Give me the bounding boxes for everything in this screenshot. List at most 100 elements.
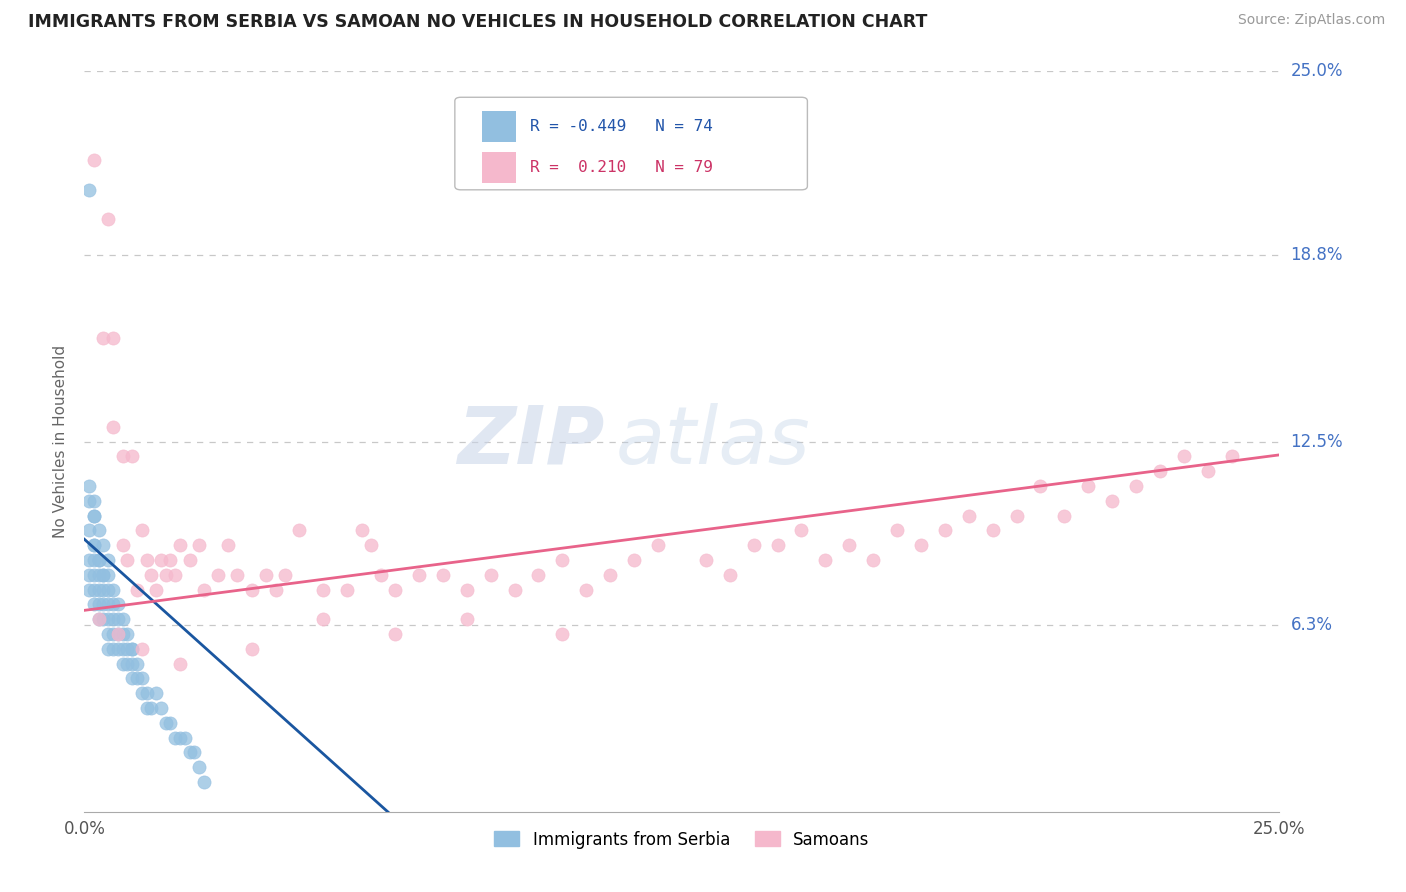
Point [226,567,249,582]
Point [83,493,105,508]
Point [135,701,157,715]
Point [141,567,163,582]
Point [1220,450,1243,464]
Point [97,598,120,612]
Point [1101,493,1123,508]
Point [240,582,263,597]
Point [117,553,139,567]
Point [169,538,191,552]
Point [97,627,120,641]
Point [1149,464,1171,478]
Point [288,524,311,538]
Point [77,493,100,508]
Point [456,612,478,626]
Text: R =  0.210   N = 79: R = 0.210 N = 79 [530,160,713,175]
Point [149,701,172,715]
Point [384,627,406,641]
Point [814,553,837,567]
Point [107,641,129,656]
Point [886,524,908,538]
Point [1053,508,1076,523]
Point [111,641,134,656]
Point [121,641,143,656]
Text: R = -0.449   N = 74: R = -0.449 N = 74 [530,119,713,134]
Point [408,567,430,582]
Point [87,612,110,626]
Point [141,701,163,715]
Point [77,553,100,567]
Point [766,538,789,552]
Point [83,538,105,552]
Point [360,538,382,552]
Point [217,538,239,552]
Point [83,153,105,168]
Point [107,627,129,641]
Point [718,567,741,582]
Point [527,567,550,582]
Point [93,331,115,345]
Point [107,612,129,626]
Point [193,582,215,597]
Point [742,538,765,552]
Point [131,641,153,656]
Point [93,567,115,582]
Point [77,524,100,538]
Point [254,567,277,582]
Point [149,553,172,567]
Point [695,553,717,567]
Point [1005,508,1028,523]
Point [145,582,167,597]
Point [83,567,105,582]
Point [97,582,120,597]
Point [1029,479,1052,493]
Point [312,612,335,626]
Point [384,582,406,597]
Point [83,582,105,597]
Point [93,582,115,597]
Point [97,553,120,567]
Point [934,524,956,538]
Point [87,553,110,567]
Point [336,582,359,597]
Point [111,627,134,641]
Point [83,508,105,523]
Point [101,627,124,641]
Point [910,538,932,552]
FancyBboxPatch shape [482,111,516,142]
Point [83,598,105,612]
Point [101,582,124,597]
Point [77,567,100,582]
Point [957,508,980,523]
Point [131,686,153,700]
Point [135,553,157,567]
Text: 25.0%: 25.0% [1291,62,1343,80]
Point [125,672,148,686]
Point [101,612,124,626]
Point [77,479,100,493]
Point [111,657,134,671]
Point [173,731,195,745]
Point [155,567,177,582]
FancyBboxPatch shape [456,97,807,190]
Point [165,567,187,582]
Text: 18.8%: 18.8% [1291,246,1343,264]
Point [790,524,813,538]
Point [159,715,181,730]
Text: 6.3%: 6.3% [1291,616,1333,634]
Point [87,598,110,612]
Point [107,598,129,612]
Point [87,567,110,582]
Point [647,538,669,552]
Y-axis label: No Vehicles in Household: No Vehicles in Household [53,345,69,538]
Point [93,612,115,626]
Point [179,553,201,567]
Text: atlas: atlas [616,402,811,481]
Point [1125,479,1147,493]
Point [97,567,120,582]
Point [479,567,502,582]
Point [97,612,120,626]
Point [117,657,139,671]
Point [155,715,177,730]
Point [1197,464,1219,478]
Point [623,553,645,567]
